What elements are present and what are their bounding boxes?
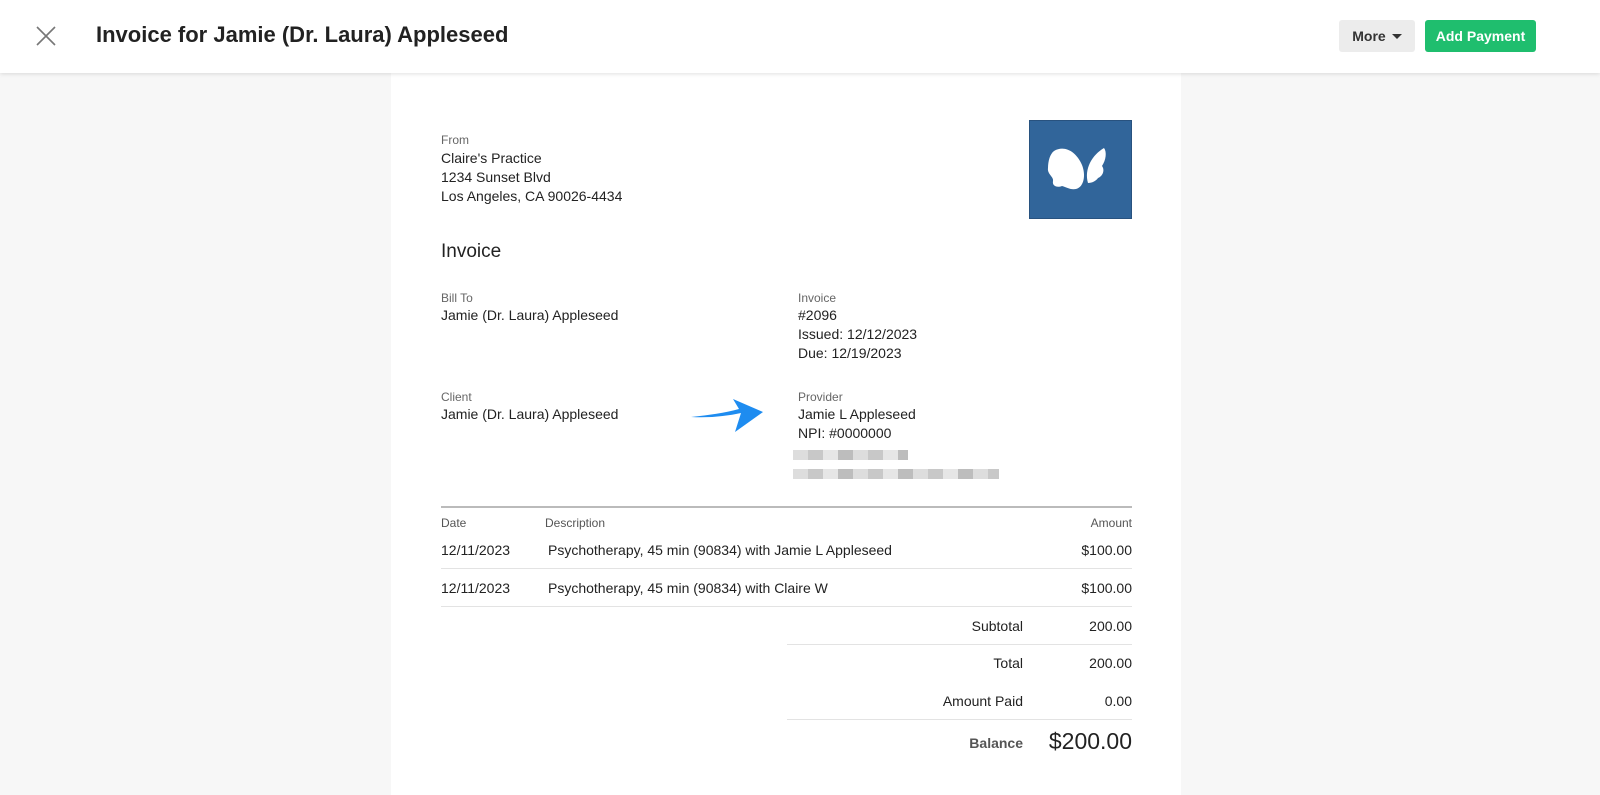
street: 1234 Sunset Blvd bbox=[441, 169, 551, 185]
balance-label: Balance bbox=[969, 735, 1023, 751]
amount-paid-value: 0.00 bbox=[1104, 693, 1132, 709]
more-button[interactable]: More bbox=[1339, 20, 1415, 52]
redacted-line bbox=[793, 469, 999, 479]
row-description: Psychotherapy, 45 min (90834) with Jamie… bbox=[548, 542, 892, 558]
subtotal-label: Subtotal bbox=[971, 618, 1023, 634]
city: Los Angeles, CA 90026-4434 bbox=[441, 188, 623, 204]
total-value: 200.00 bbox=[1089, 655, 1132, 671]
invoice-number: #2096 bbox=[798, 307, 837, 323]
divider bbox=[787, 644, 1132, 645]
butterfly-icon bbox=[1047, 148, 1106, 190]
provider-npi: NPI: #0000000 bbox=[798, 425, 892, 441]
column-amount: Amount bbox=[1090, 516, 1132, 530]
column-date: Date bbox=[441, 516, 467, 530]
page-title: Invoice for Jamie (Dr. Laura) Appleseed bbox=[96, 22, 509, 47]
issued-date: Issued: 12/12/2023 bbox=[798, 326, 918, 342]
provider-info: Jamie L Appleseed NPI: #0000000 bbox=[798, 405, 916, 443]
invoice-heading: Invoice bbox=[441, 241, 502, 262]
amount-paid-label: Amount Paid bbox=[942, 693, 1023, 709]
bill-to-name: Jamie (Dr. Laura) Appleseed bbox=[441, 307, 619, 323]
invoice-meta: #2096 Issued: 12/12/2023 Due: 12/19/2023 bbox=[798, 306, 917, 363]
row-amount: $100.00 bbox=[1081, 580, 1132, 596]
row-divider bbox=[441, 606, 1132, 607]
total-label: Total bbox=[993, 655, 1023, 671]
column-description: Description bbox=[545, 516, 606, 530]
client-label: Client bbox=[441, 390, 472, 404]
more-label: More bbox=[1352, 28, 1386, 44]
practice-logo bbox=[1029, 120, 1132, 219]
close-icon[interactable] bbox=[35, 25, 57, 47]
subtotal-value: 200.00 bbox=[1089, 618, 1132, 634]
from-address: Claire's Practice 1234 Sunset Blvd Los A… bbox=[441, 149, 622, 206]
arrow-annotation-icon bbox=[691, 399, 763, 432]
balance-value: $200.00 bbox=[1048, 728, 1132, 754]
provider-name: Jamie L Appleseed bbox=[798, 406, 916, 422]
row-amount: $100.00 bbox=[1081, 542, 1132, 558]
due-date: Due: 12/19/2023 bbox=[798, 345, 902, 361]
from-label: From bbox=[441, 133, 469, 147]
practice-name: Claire's Practice bbox=[441, 150, 542, 166]
caret-down-icon bbox=[1391, 33, 1402, 39]
divider bbox=[787, 719, 1132, 720]
client-name: Jamie (Dr. Laura) Appleseed bbox=[441, 406, 619, 422]
invoice-label: Invoice bbox=[798, 291, 837, 305]
row-divider bbox=[441, 568, 1132, 569]
add-payment-button[interactable]: Add Payment bbox=[1425, 20, 1536, 52]
row-date: 12/11/2023 bbox=[441, 580, 511, 596]
redacted-line bbox=[793, 450, 908, 460]
bill-to-label: Bill To bbox=[441, 291, 473, 305]
invoice-document: From Claire's Practice 1234 Sunset Blvd … bbox=[391, 73, 1181, 795]
top-bar: Invoice for Jamie (Dr. Laura) Appleseed … bbox=[0, 0, 1600, 73]
provider-label: Provider bbox=[798, 390, 843, 404]
row-date: 12/11/2023 bbox=[441, 542, 511, 558]
row-description: Psychotherapy, 45 min (90834) with Clair… bbox=[548, 580, 828, 596]
table-divider bbox=[441, 506, 1132, 508]
